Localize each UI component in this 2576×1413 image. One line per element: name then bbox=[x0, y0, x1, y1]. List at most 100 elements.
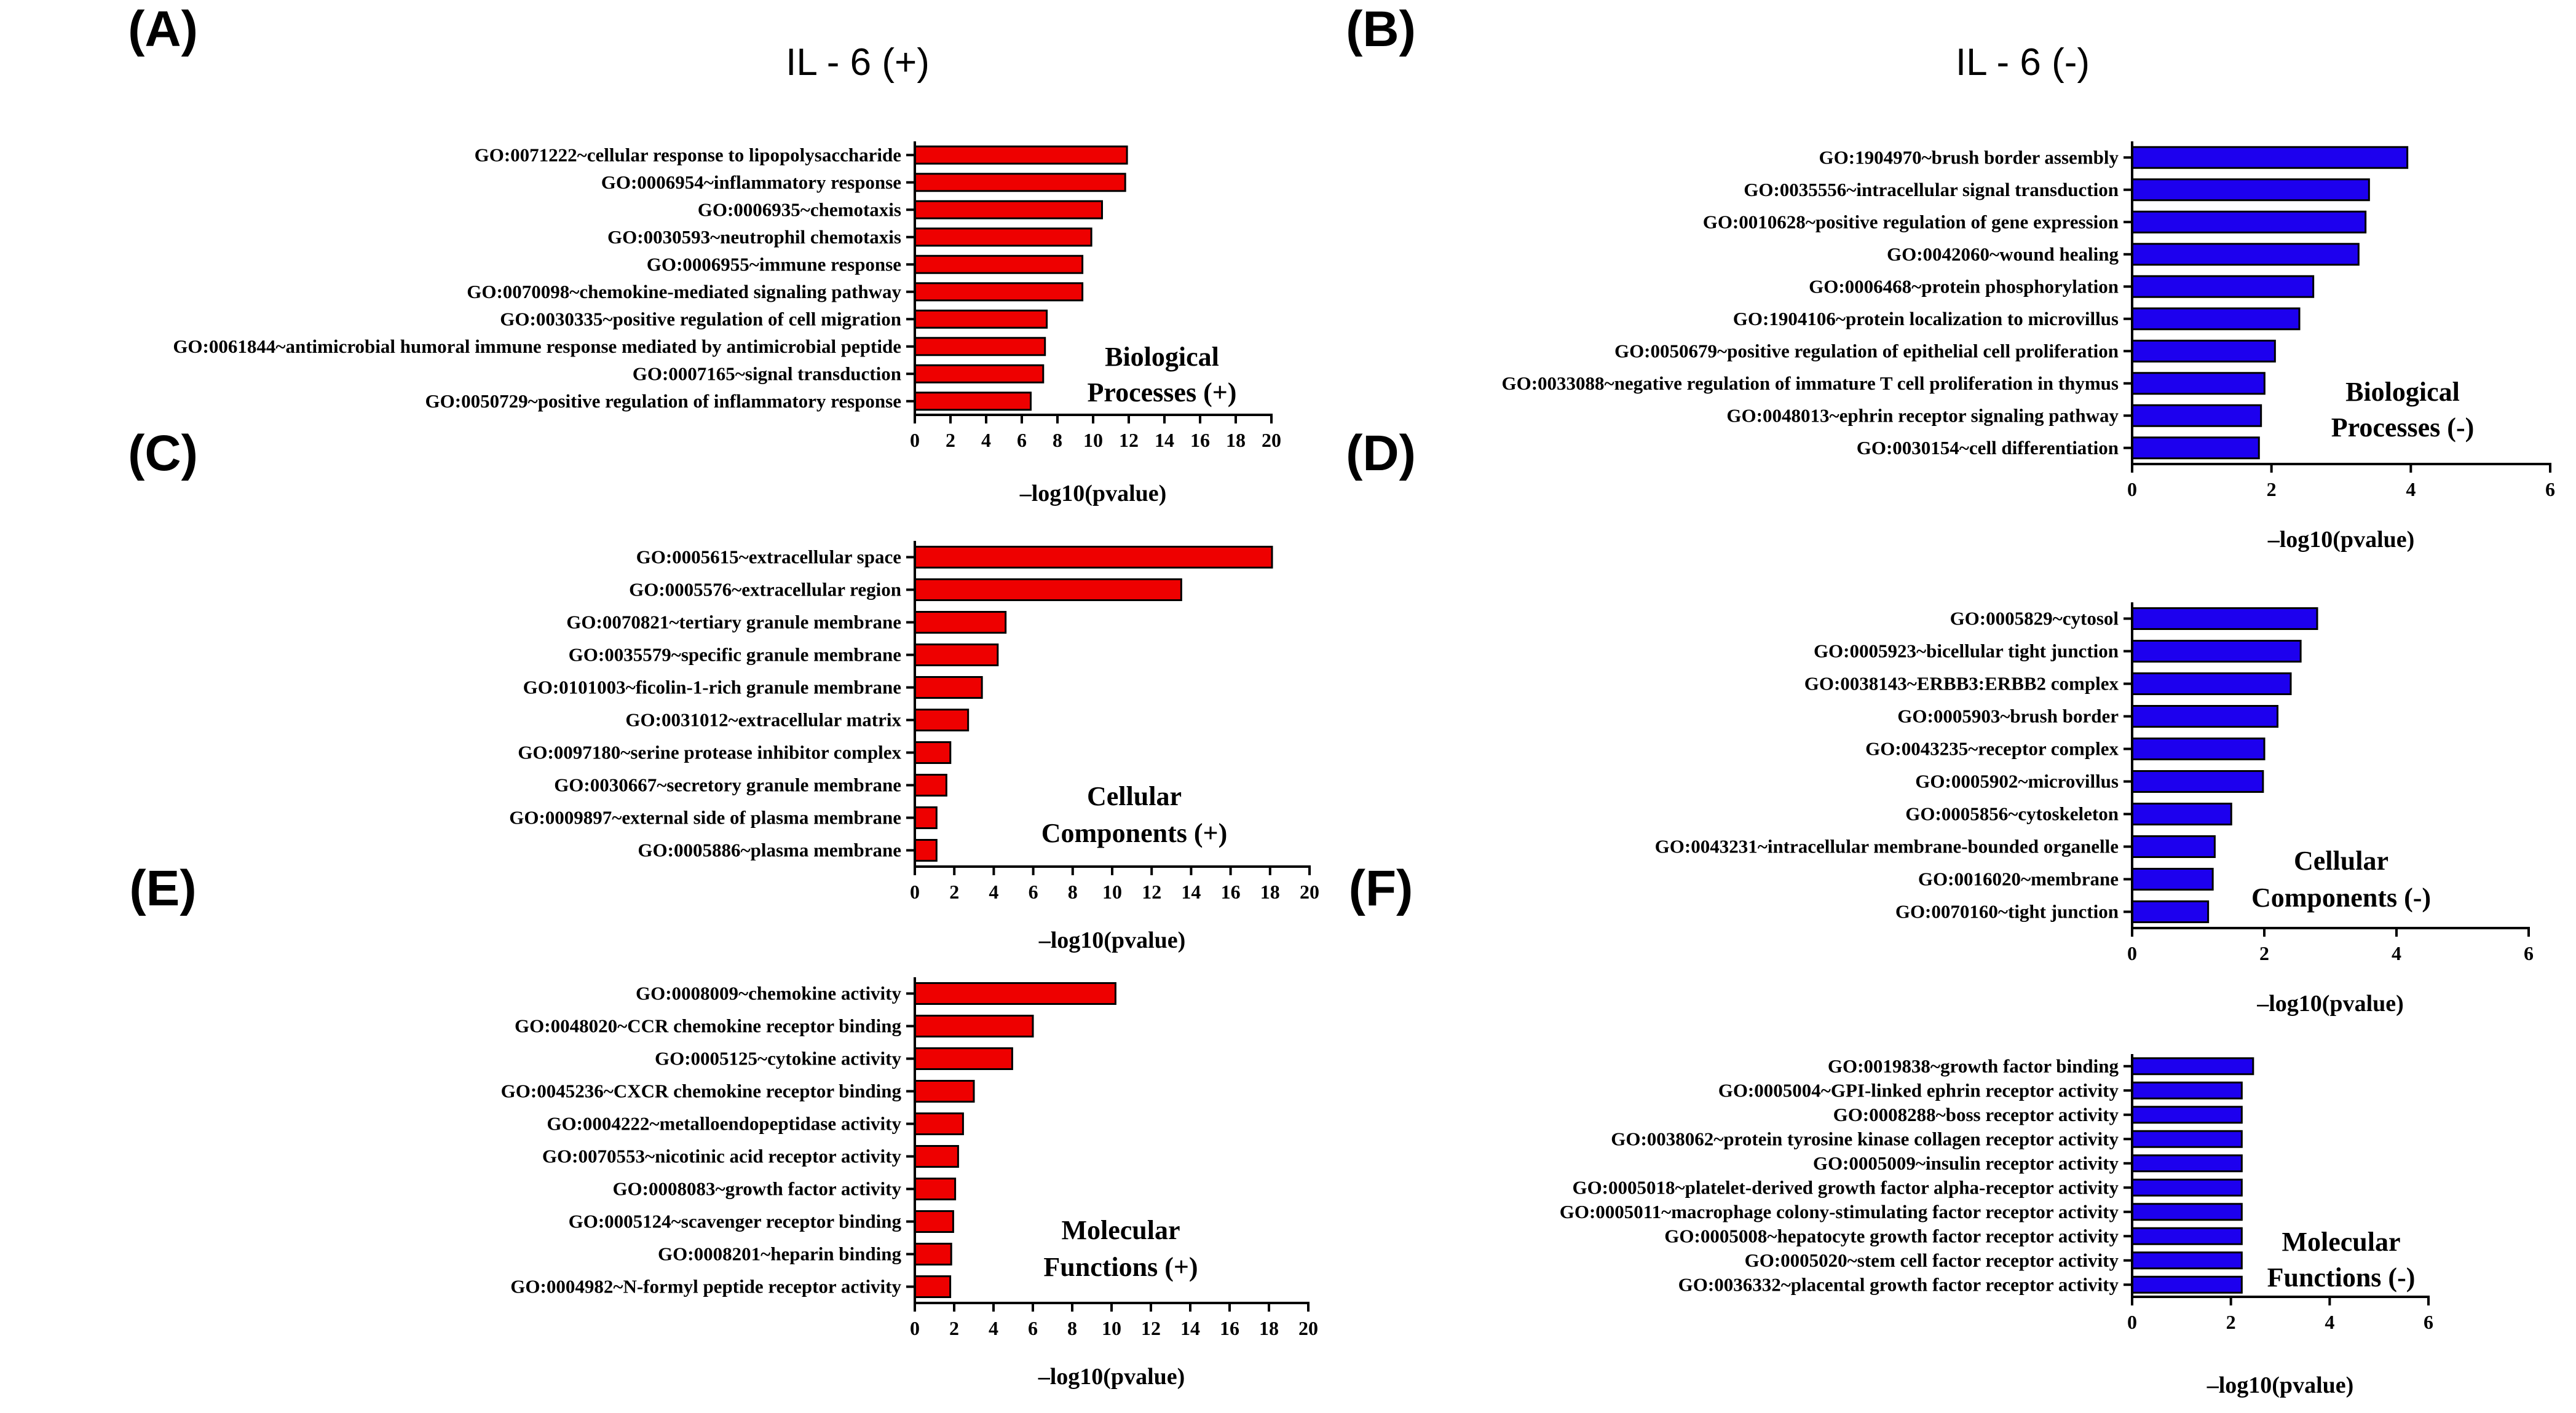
bar bbox=[914, 1080, 975, 1103]
bar bbox=[2131, 705, 2278, 728]
bar bbox=[914, 1145, 959, 1168]
category-label: GO:0031012~extracellular matrix bbox=[625, 709, 901, 731]
category-label: GO:0008201~heparin binding bbox=[658, 1243, 901, 1265]
category-label: GO:0006954~inflammatory response bbox=[601, 171, 901, 193]
category-label: GO:0005020~stem cell factor receptor act… bbox=[1745, 1250, 2119, 1271]
bar bbox=[2131, 672, 2292, 695]
panel-label-b: (B) bbox=[1346, 1, 1416, 57]
panel-caption: Functions (+) bbox=[1043, 1252, 1198, 1282]
x-tick-label: 2 bbox=[949, 1317, 959, 1339]
category-label: GO:0005004~GPI-linked ephrin receptor ac… bbox=[1718, 1079, 2119, 1101]
panel-b: (B) GO:1904970~brush border assembly GO:00… bbox=[1346, 1, 2555, 553]
category-label: GO:0005856~cytoskeleton bbox=[1905, 803, 2119, 825]
category-label: GO:0005902~microvillus bbox=[1915, 771, 2119, 792]
category-label: GO:0008288~boss receptor activity bbox=[1833, 1104, 2119, 1125]
category-label: GO:0006935~chemotaxis bbox=[698, 199, 901, 220]
column-title-left: IL - 6 (+) bbox=[786, 41, 930, 84]
bar bbox=[914, 676, 983, 699]
category-label: GO:0070553~nicotinic acid receptor activ… bbox=[542, 1146, 902, 1167]
bar bbox=[2131, 178, 2370, 202]
bar bbox=[2131, 307, 2301, 331]
bar bbox=[914, 1112, 964, 1135]
bar bbox=[2131, 1227, 2243, 1245]
x-tick-label: 0 bbox=[2127, 478, 2137, 500]
bar bbox=[2131, 868, 2214, 891]
bar bbox=[2131, 404, 2262, 427]
panel-caption: Biological bbox=[1105, 342, 1219, 372]
x-tick-label: 2 bbox=[2259, 942, 2269, 964]
x-tick-label: 4 bbox=[2406, 478, 2416, 500]
bar bbox=[914, 1047, 1013, 1070]
category-label: GO:0005576~extracellular region bbox=[629, 579, 901, 600]
x-tick-label: 6 bbox=[2424, 1311, 2433, 1333]
x-tick-label: 6 bbox=[2524, 942, 2534, 964]
x-tick-label: 4 bbox=[981, 429, 991, 451]
bar bbox=[914, 254, 1084, 274]
panel-caption: Processes (-) bbox=[2331, 412, 2475, 443]
bar bbox=[2131, 900, 2210, 923]
category-label: GO:0005011~macrophage colony-stimulating… bbox=[1560, 1201, 2119, 1222]
panel-caption: Components (-) bbox=[2251, 883, 2431, 913]
bar bbox=[914, 173, 1126, 192]
bar bbox=[2131, 607, 2318, 630]
x-tick-label: 20 bbox=[1298, 1317, 1318, 1339]
category-label: GO:0006955~immune response bbox=[647, 253, 901, 275]
category-label: GO:0033088~negative regulation of immatu… bbox=[1502, 372, 2119, 394]
category-label: GO:0035579~specific granule membrane bbox=[569, 644, 901, 666]
bar bbox=[2131, 275, 2315, 298]
bar bbox=[914, 741, 952, 764]
bar bbox=[914, 227, 1092, 247]
x-tick-label: 2 bbox=[949, 881, 959, 903]
x-tick-label: 6 bbox=[1028, 1317, 1038, 1339]
panel-caption: Processes (+) bbox=[1088, 377, 1237, 407]
bar bbox=[2131, 1251, 2243, 1270]
bar bbox=[2131, 1275, 2243, 1294]
x-axis-title: –log10(pvalue) bbox=[1038, 927, 1186, 953]
x-tick-label: 12 bbox=[1119, 429, 1139, 451]
panel-f: (F)GO:0019838~growth factor bindingGO:00… bbox=[1349, 860, 2433, 1398]
x-tick-label: 0 bbox=[2127, 942, 2137, 964]
panel-caption: Cellular bbox=[2294, 846, 2388, 876]
category-label: GO:0010628~positive regulation of gene e… bbox=[1703, 211, 2119, 232]
category-label: GO:0005615~extracellular space bbox=[636, 546, 901, 568]
bar bbox=[2131, 640, 2302, 663]
bar bbox=[914, 709, 970, 731]
category-label: GO:0048020~CCR chemokine receptor bindin… bbox=[515, 1015, 901, 1037]
column-title-right: IL - 6 (-) bbox=[1956, 41, 2090, 84]
x-tick-label: 4 bbox=[2325, 1311, 2334, 1333]
category-label: GO:0043231~intracellular membrane-bounde… bbox=[1655, 836, 2119, 857]
category-label: GO:0061844~antimicrobial humoral immune … bbox=[173, 336, 901, 357]
category-label: GO:0005829~cytosol bbox=[1950, 608, 2119, 629]
category-label: GO:0005886~plasma membrane bbox=[638, 840, 901, 861]
bar bbox=[914, 644, 999, 666]
x-tick-label: 14 bbox=[1181, 881, 1201, 903]
bar bbox=[914, 546, 1273, 569]
bar bbox=[914, 1210, 954, 1233]
x-tick-label: 18 bbox=[1260, 881, 1280, 903]
x-tick-label: 10 bbox=[1102, 1317, 1121, 1339]
x-axis-title: –log10(pvalue) bbox=[1038, 1364, 1185, 1390]
category-label: GO:0038062~protein tyrosine kinase colla… bbox=[1611, 1128, 2119, 1149]
category-label: GO:0005008~hepatocyte growth factor rece… bbox=[1664, 1225, 2119, 1246]
x-tick-label: 18 bbox=[1226, 429, 1246, 451]
x-tick-label: 6 bbox=[2545, 478, 2555, 500]
bar bbox=[2131, 1057, 2254, 1076]
x-axis-title: –log10(pvalue) bbox=[2267, 527, 2415, 553]
x-tick-label: 0 bbox=[2127, 1311, 2137, 1333]
bar bbox=[914, 364, 1045, 384]
x-tick-label: 8 bbox=[1067, 1317, 1077, 1339]
x-tick-label: 0 bbox=[910, 1317, 920, 1339]
category-label: GO:0050729~positive regulation of inflam… bbox=[425, 390, 901, 412]
bar bbox=[914, 1015, 1034, 1037]
bar bbox=[914, 806, 938, 829]
category-label: GO:0030593~neutrophil chemotaxis bbox=[607, 226, 901, 248]
panel-caption: Components (+) bbox=[1041, 818, 1228, 848]
bar bbox=[2131, 146, 2409, 169]
bar bbox=[914, 774, 947, 797]
category-label: GO:0048013~ephrin receptor signaling pat… bbox=[1726, 404, 2119, 426]
bar bbox=[914, 337, 1046, 356]
bar bbox=[914, 982, 1116, 1005]
x-tick-label: 10 bbox=[1083, 429, 1103, 451]
panel-label-d: (D) bbox=[1346, 425, 1416, 481]
